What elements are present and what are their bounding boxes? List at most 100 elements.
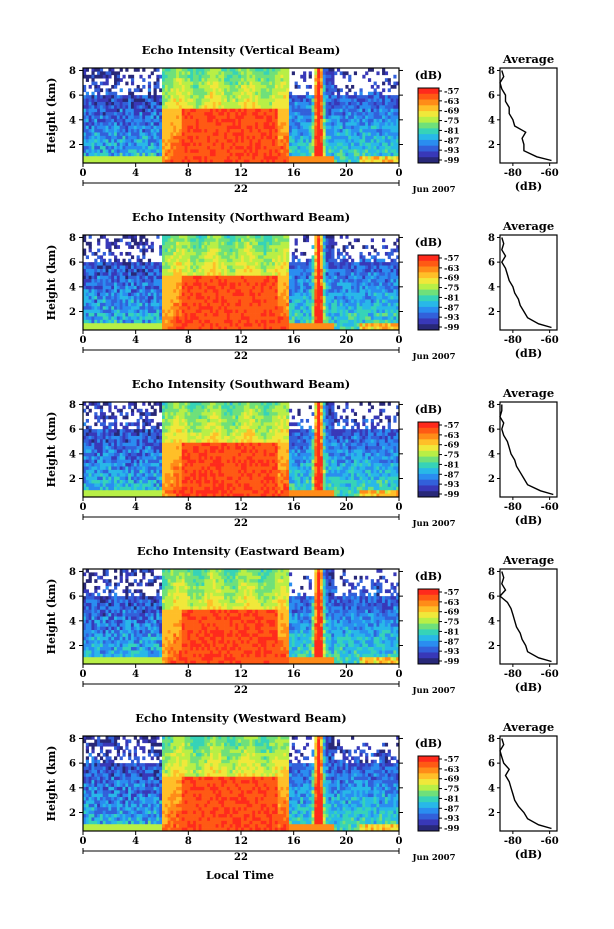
heatmap-cell bbox=[133, 95, 137, 99]
heatmap-cell bbox=[136, 95, 140, 99]
heatmap-cell bbox=[181, 159, 185, 163]
heatmap-cell bbox=[238, 323, 242, 327]
heatmap-cell bbox=[195, 71, 200, 76]
heatmap-cell bbox=[269, 245, 273, 249]
heatmap-cell bbox=[85, 309, 89, 314]
heatmap-cell bbox=[153, 262, 157, 266]
heatmap-cell bbox=[382, 115, 386, 120]
heatmap-cell bbox=[156, 306, 160, 310]
heatmap-cell bbox=[252, 91, 256, 96]
heatmap-cell bbox=[145, 299, 149, 304]
heatmap-cell bbox=[263, 282, 267, 287]
heatmap-cell bbox=[311, 152, 315, 157]
heatmap-cell bbox=[102, 98, 106, 103]
heatmap-cell bbox=[176, 74, 180, 79]
heatmap-cell bbox=[396, 152, 399, 157]
heatmap-cell bbox=[328, 84, 332, 89]
heatmap-cell bbox=[373, 112, 377, 116]
heatmap-cell bbox=[215, 323, 219, 327]
heatmap-cell bbox=[94, 316, 98, 321]
heatmap-cell bbox=[162, 316, 166, 321]
heatmap-cell bbox=[246, 146, 250, 150]
heatmap-cell bbox=[159, 112, 163, 116]
heatmap-cell bbox=[85, 299, 89, 304]
heatmap-cell bbox=[331, 78, 335, 82]
heatmap-cell bbox=[99, 118, 104, 123]
heatmap-cell bbox=[207, 88, 211, 93]
heatmap-cell bbox=[195, 319, 200, 324]
heatmap-cell bbox=[184, 241, 188, 246]
heatmap-cell bbox=[322, 152, 326, 157]
avg-x-tick-label: -60 bbox=[541, 168, 559, 179]
heatmap-cell bbox=[218, 248, 222, 253]
heatmap-cell bbox=[269, 115, 273, 120]
heatmap-cell bbox=[393, 132, 397, 137]
heatmap-cell bbox=[226, 132, 231, 137]
heatmap-cell bbox=[181, 91, 185, 96]
heatmap-cell bbox=[305, 299, 310, 304]
heatmap-cell bbox=[241, 105, 245, 110]
heatmap-cell bbox=[85, 105, 89, 110]
heatmap-cell bbox=[283, 268, 287, 273]
heatmap-cell bbox=[145, 118, 149, 123]
heatmap-cell bbox=[147, 292, 152, 297]
heatmap-cell bbox=[241, 129, 245, 133]
heatmap-cell bbox=[136, 122, 140, 127]
heatmap-cell bbox=[286, 129, 290, 133]
heatmap-cell bbox=[288, 313, 293, 317]
heatmap-cell bbox=[311, 149, 315, 154]
heatmap-cell bbox=[221, 258, 225, 263]
heatmap-cell bbox=[272, 241, 276, 246]
heatmap-cell bbox=[94, 265, 98, 270]
heatmap-cell bbox=[187, 319, 191, 324]
heatmap-cell bbox=[325, 108, 329, 113]
heatmap-cell bbox=[170, 248, 174, 253]
heatmap-cell bbox=[139, 101, 143, 106]
heatmap-cell bbox=[193, 139, 197, 143]
heatmap-cell bbox=[145, 105, 149, 110]
heatmap-cell bbox=[305, 268, 310, 273]
heatmap-cell bbox=[336, 125, 341, 130]
heatmap-cell bbox=[297, 122, 301, 127]
heatmap-cell bbox=[108, 149, 112, 154]
heatmap-cell bbox=[139, 88, 143, 93]
heatmap-cell bbox=[314, 156, 318, 160]
heatmap-cell bbox=[97, 112, 101, 116]
heatmap-cell bbox=[145, 248, 149, 253]
heatmap-cell bbox=[280, 91, 284, 96]
heatmap-cell bbox=[83, 74, 87, 79]
heatmap-cell bbox=[193, 289, 197, 294]
heatmap-cell bbox=[229, 135, 233, 140]
heatmap-cell bbox=[277, 319, 281, 324]
heatmap-cell bbox=[283, 255, 287, 260]
heatmap-cell bbox=[286, 146, 290, 150]
heatmap-cell bbox=[187, 275, 191, 280]
heatmap-cell bbox=[252, 125, 256, 130]
heatmap-cell bbox=[365, 108, 369, 113]
heatmap-cell bbox=[252, 71, 256, 76]
heatmap-cell bbox=[156, 289, 160, 294]
heatmap-cell bbox=[283, 115, 287, 120]
heatmap-cell bbox=[130, 238, 135, 243]
heatmap-cell bbox=[91, 118, 95, 123]
heatmap-cell bbox=[198, 78, 202, 82]
heatmap-cell bbox=[260, 122, 264, 127]
heatmap-cell bbox=[209, 152, 214, 157]
heatmap-cell bbox=[322, 146, 326, 150]
heatmap-cell bbox=[241, 258, 245, 263]
heatmap-cell bbox=[170, 146, 174, 150]
heatmap-cell bbox=[379, 132, 383, 137]
heatmap-cell bbox=[246, 292, 250, 297]
heatmap-cell bbox=[187, 112, 191, 116]
heatmap-cell bbox=[252, 265, 256, 270]
heatmap-cell bbox=[83, 235, 87, 239]
heatmap-cell bbox=[130, 323, 135, 327]
heatmap-cell bbox=[178, 255, 183, 260]
heatmap-cell bbox=[221, 125, 225, 130]
heatmap-cell bbox=[339, 135, 343, 140]
heatmap-cell bbox=[170, 279, 174, 283]
heatmap-cell bbox=[365, 129, 369, 133]
heatmap-cell bbox=[305, 316, 310, 321]
heatmap-cell bbox=[283, 309, 287, 314]
heatmap-cell bbox=[238, 115, 242, 120]
